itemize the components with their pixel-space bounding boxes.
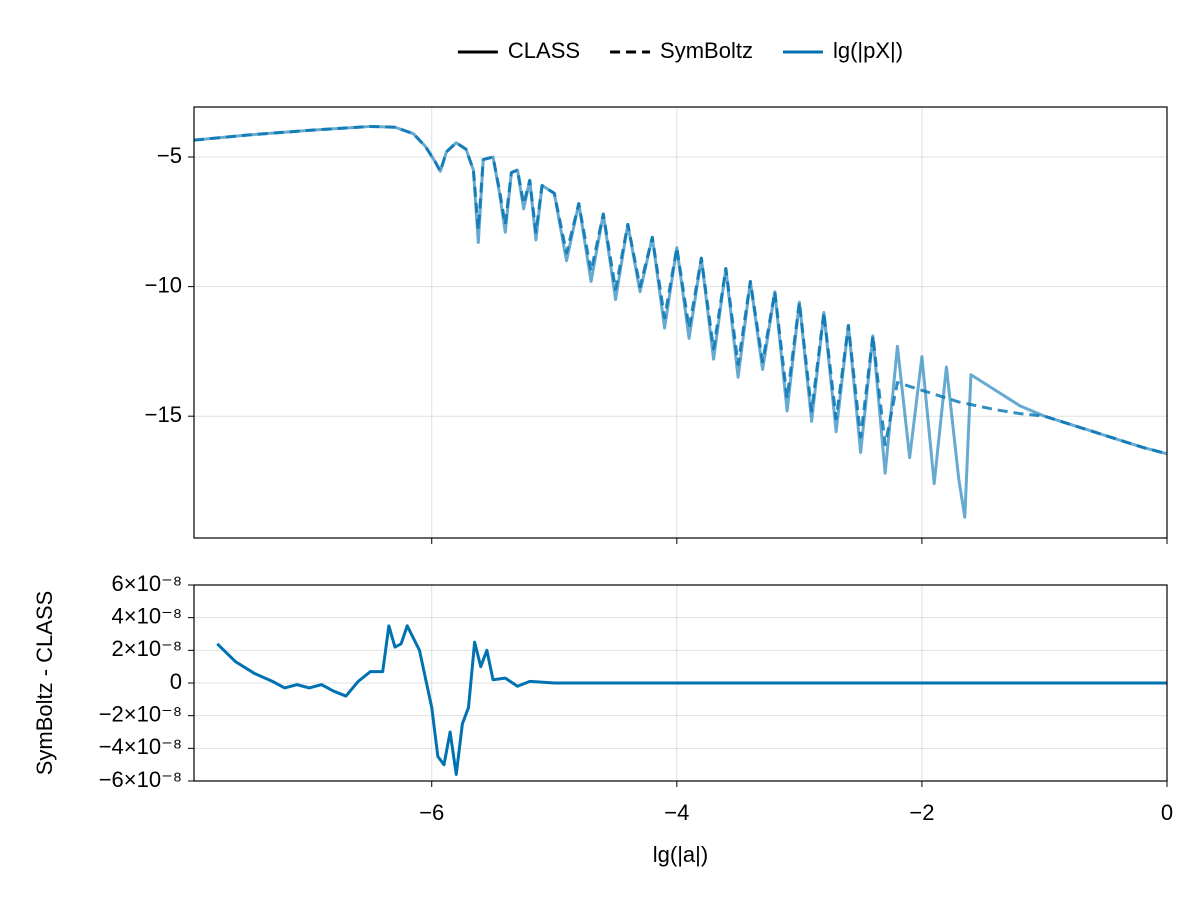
series-line: [194, 124, 1167, 519]
y-tick-label: −15: [145, 402, 182, 427]
axes-frame: [193, 584, 1168, 782]
x-tick-label: −4: [664, 800, 689, 825]
y-tick-label: 6×10⁻⁸: [112, 571, 182, 596]
legend-label: SymBoltz: [660, 38, 753, 63]
plot-area: [216, 624, 1167, 776]
axes-frame: [193, 106, 1168, 539]
y-tick-label: 2×10⁻⁸: [112, 636, 182, 661]
y-tick-label: 0: [170, 669, 182, 694]
y-tick-label: −5: [157, 143, 182, 168]
y-tick-label: 4×10⁻⁸: [112, 603, 182, 628]
x-tick-label: −2: [909, 800, 934, 825]
y-tick-label: −6×10⁻⁸: [99, 767, 182, 792]
y-tick-label: −10: [145, 272, 182, 297]
series-line: [194, 124, 1167, 456]
plot-area: [194, 124, 1167, 519]
legend-label: CLASS: [508, 38, 580, 63]
x-axis-label: lg(|a|): [653, 842, 708, 867]
series-line: [216, 624, 1167, 776]
legend-label: lg(|pX|): [833, 38, 903, 63]
y-tick-label: −2×10⁻⁸: [99, 701, 182, 726]
x-tick-label: 0: [1161, 800, 1173, 825]
y-axis-label: SymBoltz - CLASS: [32, 591, 57, 776]
x-tick-label: −6: [419, 800, 444, 825]
y-tick-label: −4×10⁻⁸: [99, 734, 182, 759]
